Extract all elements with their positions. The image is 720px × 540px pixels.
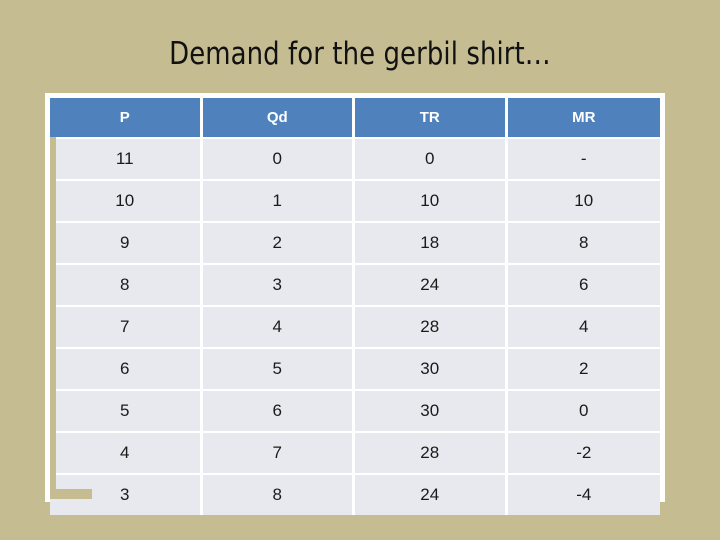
cell-p: 11 — [50, 139, 203, 181]
cell-mr: 2 — [507, 349, 660, 391]
demand-table: P Qd TR MR 11 0 0 - 10 1 10 10 9 2 1 — [50, 98, 660, 515]
cell-qd: 4 — [202, 307, 355, 349]
table-row: 7 4 28 4 — [50, 307, 660, 349]
cell-p: 9 — [50, 223, 203, 265]
cell-qd: 5 — [202, 349, 355, 391]
table-corner-artifact — [50, 489, 92, 499]
cell-qd: 1 — [202, 181, 355, 223]
cell-qd: 8 — [202, 475, 355, 515]
cell-mr: 0 — [507, 391, 660, 433]
cell-tr: 28 — [355, 433, 508, 475]
cell-qd: 6 — [202, 391, 355, 433]
cell-mr: 10 — [507, 181, 660, 223]
cell-tr: 30 — [355, 349, 508, 391]
cell-mr: 8 — [507, 223, 660, 265]
page-title: Demand for the gerbil shirt… — [169, 36, 551, 72]
column-header-mr: MR — [507, 98, 660, 139]
cell-mr: - — [507, 139, 660, 181]
table-row: 8 3 24 6 — [50, 265, 660, 307]
table-row: 5 6 30 0 — [50, 391, 660, 433]
table-row: 9 2 18 8 — [50, 223, 660, 265]
cell-p: 10 — [50, 181, 203, 223]
cell-mr: -4 — [507, 475, 660, 515]
table-row: 6 5 30 2 — [50, 349, 660, 391]
cell-tr: 30 — [355, 391, 508, 433]
cell-mr: -2 — [507, 433, 660, 475]
table-row: 3 8 24 -4 — [50, 475, 660, 515]
table-left-edge-artifact — [50, 137, 56, 499]
column-header-tr: TR — [355, 98, 508, 139]
cell-tr: 28 — [355, 307, 508, 349]
table-header-row: P Qd TR MR — [50, 98, 660, 139]
cell-mr: 6 — [507, 265, 660, 307]
cell-p: 4 — [50, 433, 203, 475]
cell-tr: 10 — [355, 181, 508, 223]
table-row: 11 0 0 - — [50, 139, 660, 181]
cell-p: 8 — [50, 265, 203, 307]
table-body: 11 0 0 - 10 1 10 10 9 2 18 8 8 3 24 6 — [50, 139, 660, 515]
cell-qd: 7 — [202, 433, 355, 475]
cell-mr: 4 — [507, 307, 660, 349]
cell-tr: 0 — [355, 139, 508, 181]
column-header-qd: Qd — [202, 98, 355, 139]
cell-p: 7 — [50, 307, 203, 349]
column-header-p: P — [50, 98, 203, 139]
table-row: 10 1 10 10 — [50, 181, 660, 223]
cell-tr: 24 — [355, 265, 508, 307]
cell-qd: 2 — [202, 223, 355, 265]
table-header: P Qd TR MR — [50, 98, 660, 139]
table-row: 4 7 28 -2 — [50, 433, 660, 475]
cell-tr: 24 — [355, 475, 508, 515]
cell-qd: 3 — [202, 265, 355, 307]
cell-p: 6 — [50, 349, 203, 391]
cell-tr: 18 — [355, 223, 508, 265]
cell-qd: 0 — [202, 139, 355, 181]
cell-p: 5 — [50, 391, 203, 433]
